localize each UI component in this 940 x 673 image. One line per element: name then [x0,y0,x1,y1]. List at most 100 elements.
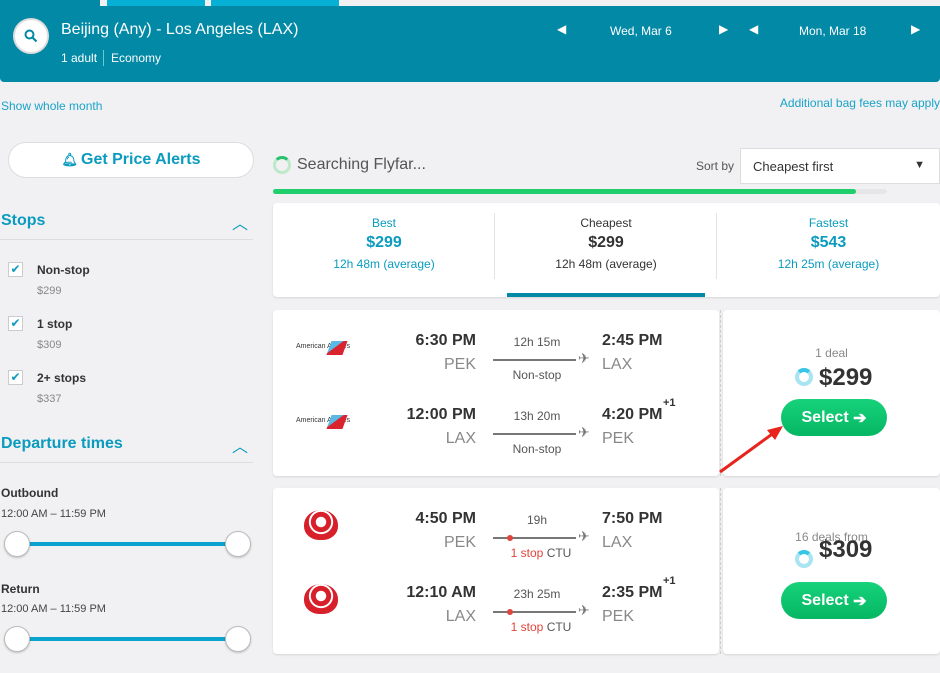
stops-label: 1 stop [510,546,544,560]
loading-spinner-icon [273,156,291,174]
result-itinerary[interactable] [273,488,719,654]
search-progress-bar [273,189,887,194]
next-day-indicator: +1 [663,575,676,587]
tab-fastest[interactable]: Fastest $543 12h 25m (average) [717,203,940,297]
outbound-slider-max-handle[interactable] [225,531,251,557]
result-price-panel [723,310,940,476]
departure-time: 4:50 PM [415,510,476,527]
return-range: 12:00 AM – 11:59 PM [1,603,106,615]
result-itinerary[interactable] [273,310,719,476]
arrow-right-icon: ➔ [853,409,867,427]
search-button[interactable] [13,18,49,54]
stops-label: Non-stop [512,368,562,382]
outbound-label: Outbound [1,486,59,500]
annotation-arrow-icon [719,426,783,474]
show-whole-month-link[interactable]: Show whole month [1,99,103,113]
stop-label: Non-stop [37,263,90,277]
departure-time: 12:00 PM [406,406,476,423]
price-alerts-label: Get Price Alerts [81,151,201,168]
next-return-date[interactable]: ▶ [911,22,921,36]
loading-icon [795,368,813,386]
return-date[interactable]: Mon, Mar 18 [799,24,867,38]
stop-dot [507,609,513,615]
checkbox-1-stop[interactable]: ✔ [8,316,23,331]
arrival-time: 2:45 PM [602,332,663,349]
tab-price: $299 [366,234,402,251]
via-airport: CTU [546,620,572,634]
departure-times-title: Departure times [1,435,123,452]
duration: 19h [526,513,548,527]
prev-return-date[interactable]: ◀ [749,22,759,36]
plane-icon: ✈ [578,528,590,544]
departure-time: 6:30 PM [415,332,476,349]
stop-label: 1 stop [37,317,73,331]
arrival-time: 4:20 PM [602,406,663,423]
stops-label: Non-stop [512,442,562,456]
hainan-airlines-logo-icon [304,510,338,540]
return-label: Return [1,582,40,596]
result-price: $299 [819,364,873,391]
hainan-airlines-logo-icon [304,584,338,614]
return-slider[interactable] [17,637,239,641]
departure-time: 12:10 AM [406,584,476,601]
price-alerts-button[interactable]: 🔔︎ Get Price Alerts [8,142,254,178]
bag-fees-link[interactable]: Additional bag fees may apply [779,96,940,110]
sort-select[interactable]: Cheapest first ▼ [740,148,940,184]
tab-price: $543 [810,234,847,251]
route-line [493,611,576,613]
select-button[interactable]: Select ➔ [781,582,887,619]
outbound-slider-min-handle[interactable] [4,531,30,557]
tab-cheapest[interactable]: Cheapest $299 12h 48m (average) [495,203,717,297]
plane-icon: ✈ [578,424,590,440]
sort-tabs: Best $299 12h 48m (average) Cheapest $29… [273,203,940,297]
duration: 12h 15m [513,335,561,349]
return-slider-min-handle[interactable] [4,626,30,652]
arrival-time: 7:50 PM [602,510,663,527]
active-tab-indicator [507,293,705,297]
next-depart-date[interactable]: ▶ [719,22,729,36]
arrival-airport: LAX [602,534,633,551]
arrival-airport: PEK [602,430,635,447]
return-slider-max-handle[interactable] [225,626,251,652]
collapse-times-icon[interactable]: ︿ [232,439,249,456]
tab-duration: 12h 25m (average) [777,257,880,271]
top-tab[interactable] [107,0,205,6]
stop-price: $337 [37,393,62,405]
tab-best[interactable]: Best $299 12h 48m (average) [273,203,495,297]
outbound-range: 12:00 AM – 11:59 PM [1,508,106,520]
chevron-down-icon: ▼ [914,159,925,171]
departure-airport: LAX [445,608,476,625]
top-tab[interactable] [0,0,100,6]
collapse-stops-icon[interactable]: ︿ [232,216,249,233]
route-title: Beijing (Any) - Los Angeles (LAX) [61,21,299,38]
top-tab[interactable] [211,0,339,6]
next-day-indicator: +1 [663,397,676,409]
checkbox-2-stops[interactable]: ✔ [8,370,23,385]
result-price: $309 [819,536,873,563]
depart-date[interactable]: Wed, Mar 6 [610,24,672,38]
prev-depart-date[interactable]: ◀ [557,22,567,36]
search-icon [24,29,38,43]
select-button[interactable]: Select ➔ [781,399,887,436]
loading-icon [795,550,813,568]
checkbox-nonstop[interactable]: ✔ [8,262,23,277]
stop-price: $309 [37,339,62,351]
stop-price: $299 [37,285,62,297]
tab-duration: 12h 48m (average) [333,257,435,271]
passengers[interactable]: 1 adult [61,51,98,65]
arrival-airport: LAX [602,356,633,373]
result-price-panel [723,488,940,654]
route-line [493,537,576,539]
deals-count: 1 deal [815,346,848,360]
route-line [493,433,576,435]
sort-label: Sort by [696,159,735,173]
duration: 13h 20m [513,409,561,423]
stop-dot [507,535,513,541]
cabin-class[interactable]: Economy [111,51,162,65]
departure-airport: PEK [443,534,476,551]
airline-logo: American Airlines [296,417,351,424]
search-status: Searching Flyfar... [297,156,426,173]
deals-count: 16 deals from [795,530,868,544]
outbound-slider[interactable] [17,542,239,546]
departure-airport: PEK [443,356,476,373]
